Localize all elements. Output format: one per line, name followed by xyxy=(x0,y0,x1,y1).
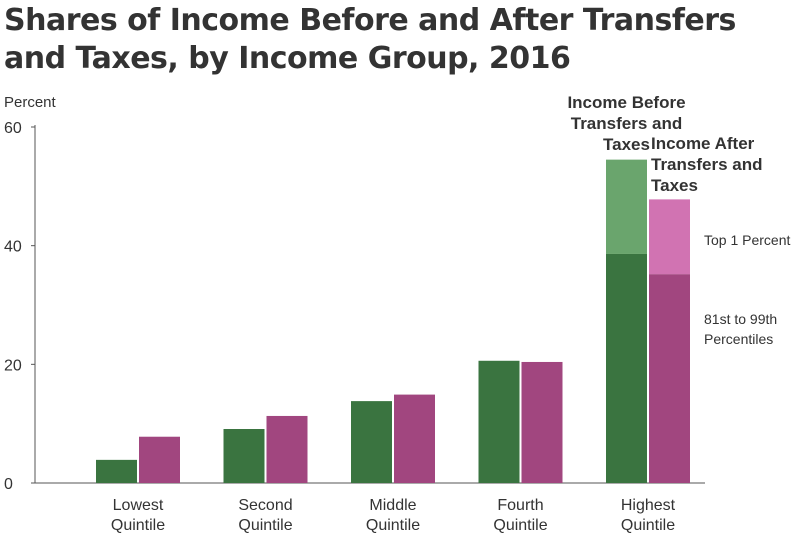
series-label-before: Income Before xyxy=(567,93,685,112)
bar-before-transfers xyxy=(351,401,392,483)
x-tick-label: Second xyxy=(238,497,292,514)
chart-title: Shares of Income Before and After Transf… xyxy=(4,2,736,78)
bar-before-81st-99th xyxy=(606,253,647,483)
bar-before-top-1-percent xyxy=(606,159,647,254)
series-label-before: Taxes xyxy=(603,135,650,154)
y-axis-label: Percent xyxy=(4,94,57,111)
x-tick-label: Quintile xyxy=(493,517,547,533)
bar-before-transfers xyxy=(96,459,137,483)
plot-area: 0 20 40 60 Lowest Quintile Second Quintile Middl… xyxy=(4,93,790,533)
bar-after-transfers xyxy=(139,436,180,483)
x-tick-label: Quintile xyxy=(621,517,675,533)
segment-label-81st-99th: Percentiles xyxy=(704,331,773,347)
bar-after-transfers xyxy=(394,394,435,483)
x-tick-label: Lowest xyxy=(113,497,164,514)
x-tick-label: Highest xyxy=(621,497,676,514)
chart-title-line-2: and Taxes, by Income Group, 2016 xyxy=(4,41,571,76)
segment-label-81st-99th: 81st to 99th xyxy=(704,311,777,327)
bar-before-transfers xyxy=(478,360,520,483)
bar-before-transfers xyxy=(223,429,265,483)
x-tick-label: Fourth xyxy=(497,497,543,514)
x-tick-label: Quintile xyxy=(111,517,165,533)
segment-label-top-1-percent: Top 1 Percent xyxy=(704,232,790,248)
x-tick-label: Middle xyxy=(369,497,416,514)
series-label-after: Transfers and xyxy=(651,155,763,174)
bar-after-top-1-percent xyxy=(649,199,690,275)
bar-after-transfers xyxy=(521,361,563,483)
y-tick-label: 0 xyxy=(4,476,13,493)
series-label-after: Income After xyxy=(651,134,755,153)
x-tick-label: Quintile xyxy=(366,517,420,533)
y-tick-label: 60 xyxy=(4,120,22,137)
bar-after-transfers xyxy=(266,415,308,483)
x-tick-label: Quintile xyxy=(238,517,292,533)
bar-after-81st-99th xyxy=(649,274,690,483)
series-label-after: Taxes xyxy=(651,176,698,195)
chart-title-line-1: Shares of Income Before and After Transf… xyxy=(4,3,736,38)
y-tick-label: 40 xyxy=(4,239,22,256)
series-label-before: Transfers and xyxy=(571,114,683,133)
y-tick-label: 20 xyxy=(4,357,22,374)
